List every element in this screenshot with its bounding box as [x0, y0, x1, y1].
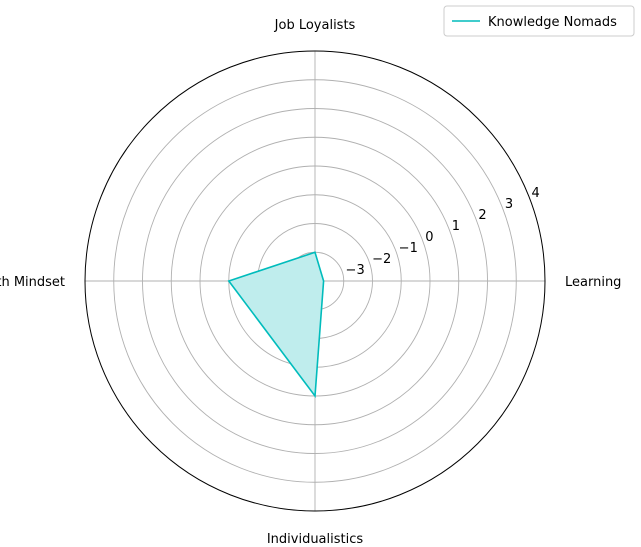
label-layer: −3 −2 −1 0 1 2 3 4 Learning Job Loyalists Growth M…	[0, 18, 621, 547]
r-tick-label: 0	[425, 230, 433, 245]
axis-label: Learning	[565, 275, 621, 290]
legend-frame	[443, 5, 635, 37]
axis-label: Growth Mindset	[0, 275, 65, 290]
r-tick-label: −1	[399, 241, 418, 256]
axis-label: Job Loyalists	[274, 18, 356, 33]
data-layer	[227, 251, 325, 399]
r-tick-label: 2	[478, 208, 486, 223]
legend-label: Knowledge Nomads	[488, 15, 617, 30]
r-tick-label: 3	[505, 197, 513, 212]
series-fill	[228, 252, 324, 396]
series-line	[227, 251, 325, 399]
r-tick-label: 1	[452, 219, 460, 234]
r-tick-label: −2	[372, 252, 391, 267]
r-tick-label: −3	[346, 263, 365, 278]
axis-label: Individualistics	[267, 532, 364, 547]
polar-frame	[84, 50, 546, 512]
r-tick-label: 4	[531, 186, 539, 201]
legend: Knowledge Nomads	[443, 5, 635, 37]
